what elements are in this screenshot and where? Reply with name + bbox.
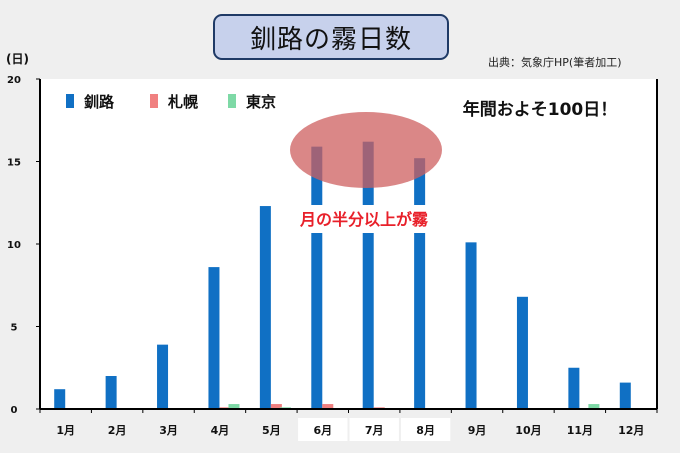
half-month-box [272, 205, 456, 233]
x-tick-label: 2月 [108, 424, 127, 437]
x-tick-label: 3月 [159, 424, 178, 437]
x-highlight-box [298, 418, 348, 441]
x-tick-label: 11月 [567, 424, 593, 437]
source-note: 出典：気象庁HP(筆者加工) [488, 56, 622, 69]
x-highlight-box [400, 418, 451, 441]
bar-tokyo [228, 404, 240, 409]
callout-text: 年間およそ100日！ [463, 99, 618, 120]
y-tick-label: 15 [7, 158, 21, 169]
x-tick-label: 1月 [56, 424, 75, 437]
bar-kushiro [54, 389, 66, 409]
callout-box [437, 92, 643, 125]
bar-kushiro [105, 376, 117, 409]
y-axis-label: (日) [6, 52, 29, 66]
legend-swatch [228, 94, 236, 108]
x-tick-label: 6月 [313, 424, 332, 437]
bar-kushiro [516, 296, 528, 409]
half-month-text: 月の半分以上が霧 [299, 210, 429, 229]
legend-label-box [80, 90, 134, 112]
x-highlight-box [349, 418, 399, 441]
y-tick-label: 20 [7, 75, 21, 86]
x-tick-label: 8月 [416, 424, 435, 437]
y-tick-label: 5 [11, 323, 18, 334]
bar-kushiro [619, 382, 631, 409]
peak-highlight-ellipse [290, 112, 442, 188]
bar-kushiro [311, 146, 323, 409]
x-tick-label: 4月 [211, 424, 230, 437]
x-tick-label: 9月 [468, 424, 487, 437]
bar-kushiro [465, 242, 477, 409]
bar-sapporo [270, 404, 282, 409]
x-tick-label: 12月 [618, 424, 644, 437]
x-tick-label: 10月 [515, 424, 541, 437]
legend-label: 釧路 [84, 93, 115, 111]
bar-kushiro [568, 367, 580, 409]
y-tick-label: 0 [11, 405, 18, 416]
bar-kushiro [208, 267, 220, 409]
bar-sapporo [322, 404, 334, 409]
y-tick-label: 10 [7, 240, 21, 251]
legend-label: 東京 [246, 93, 276, 111]
bar-kushiro [157, 344, 169, 409]
bar-kushiro [362, 141, 374, 409]
bar-tokyo [588, 404, 600, 409]
legend-label: 札幌 [167, 93, 198, 111]
legend-swatch [66, 94, 74, 108]
x-tick-label: 5月 [262, 424, 281, 437]
legend-swatch [150, 94, 158, 108]
bar-kushiro [414, 158, 426, 409]
chart-title: 釧路の霧日数 [213, 14, 449, 60]
x-tick-label: 7月 [365, 424, 384, 437]
bar-kushiro [259, 206, 271, 409]
